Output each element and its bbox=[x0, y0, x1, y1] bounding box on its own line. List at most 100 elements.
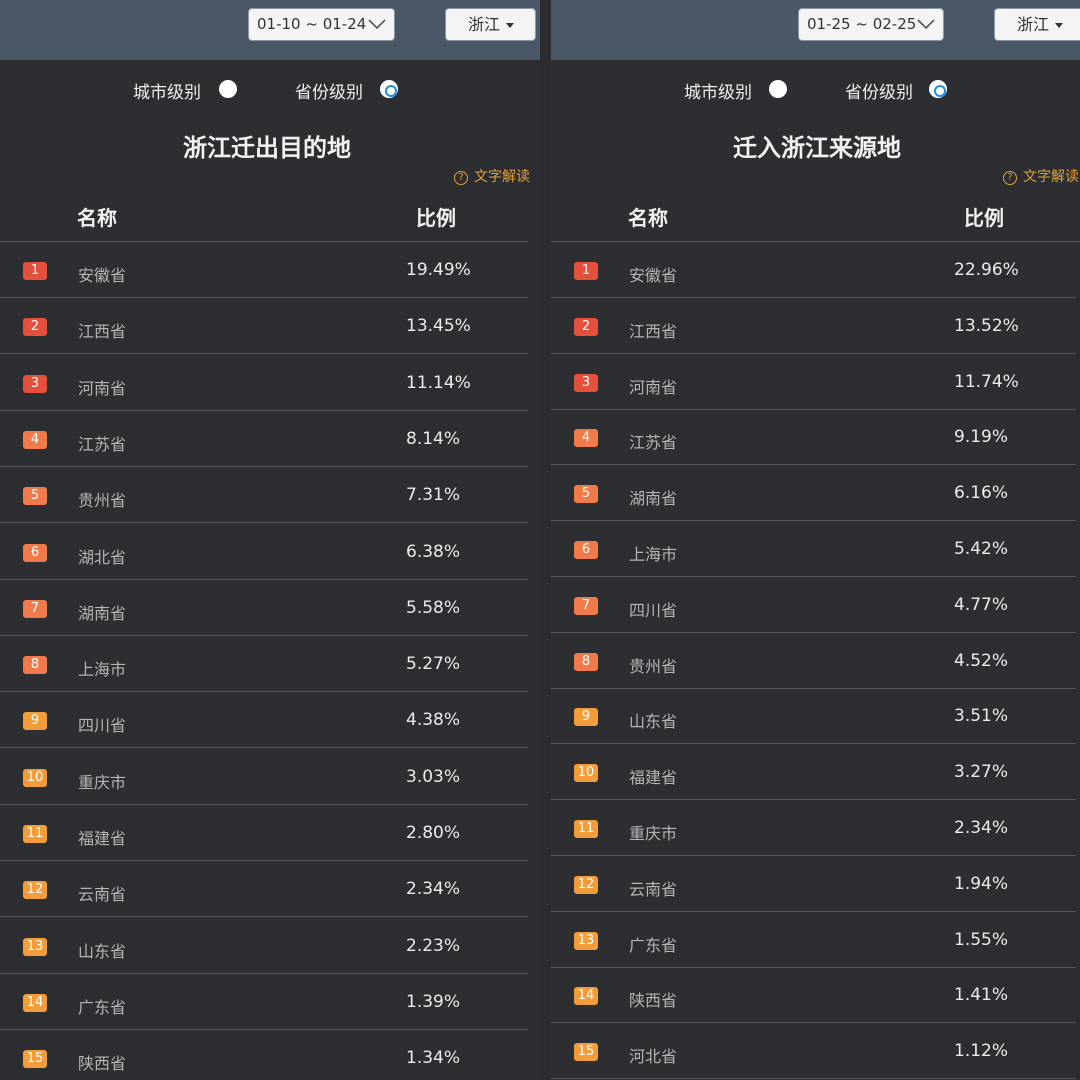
radio-province-label: 省份级别 bbox=[845, 83, 913, 103]
rank-badge: 4 bbox=[23, 430, 47, 449]
table-row[interactable]: 15 陕西省 1.34% bbox=[0, 1030, 528, 1080]
table-row[interactable]: 2 江西省 13.52% bbox=[551, 298, 1076, 354]
region-name: 陕西省 bbox=[78, 1054, 127, 1074]
column-header-ratio: 比例 bbox=[964, 206, 1004, 230]
region-name: 云南省 bbox=[78, 885, 127, 905]
rank-badge: 2 bbox=[574, 317, 598, 336]
table-row[interactable]: 5 湖南省 6.16% bbox=[551, 465, 1076, 522]
region-name: 上海市 bbox=[629, 545, 678, 564]
row-divider bbox=[0, 691, 528, 693]
rank-badge: 3 bbox=[23, 374, 47, 393]
province-dropdown[interactable]: 浙江 bbox=[994, 8, 1080, 41]
rank-badge: 5 bbox=[574, 485, 598, 504]
region-name: 广东省 bbox=[629, 935, 678, 955]
province-dropdown[interactable]: 浙江 bbox=[445, 8, 536, 41]
ratio-value: 4.52% bbox=[954, 650, 1009, 671]
ratio-value: 7.31% bbox=[406, 485, 461, 506]
rank-badge: 6 bbox=[23, 543, 47, 562]
row-divider bbox=[551, 520, 1076, 522]
ratio-value: 4.77% bbox=[954, 594, 1009, 615]
rank-badge: 11 bbox=[574, 820, 598, 838]
table-row[interactable]: 3 河南省 11.74% bbox=[551, 354, 1076, 410]
rank-badge: 11 bbox=[23, 825, 47, 843]
radio-city-level[interactable] bbox=[769, 80, 787, 98]
table-row[interactable]: 12 云南省 1.94% bbox=[551, 856, 1076, 912]
rank-badge: 2 bbox=[23, 318, 47, 337]
table-row[interactable]: 7 湖南省 5.58% bbox=[0, 580, 528, 636]
table-row[interactable]: 10 重庆市 3.03% bbox=[0, 749, 528, 805]
table-row[interactable]: 13 广东省 1.55% bbox=[551, 912, 1076, 968]
table-row[interactable]: 5 贵州省 7.31% bbox=[0, 467, 528, 524]
row-divider bbox=[0, 916, 528, 918]
text-explain-label: 文字解读 bbox=[474, 169, 530, 185]
table-row[interactable]: 4 江苏省 9.19% bbox=[551, 409, 1076, 466]
rank-badge: 5 bbox=[23, 487, 47, 506]
rank-badge: 8 bbox=[574, 652, 598, 671]
rank-badge: 7 bbox=[574, 596, 598, 615]
ratio-value: 2.34% bbox=[406, 879, 461, 900]
table-row[interactable]: 8 上海市 5.27% bbox=[0, 636, 528, 693]
page-title: 浙江迁出目的地 bbox=[183, 134, 351, 162]
date-range-select[interactable]: 01-25 ~ 02-25 bbox=[798, 8, 944, 41]
radio-province-level[interactable] bbox=[380, 80, 398, 98]
table-row[interactable]: 14 陕西省 1.41% bbox=[551, 967, 1076, 1024]
ratio-value: 11.14% bbox=[406, 372, 471, 393]
row-divider bbox=[0, 860, 528, 861]
region-name: 河南省 bbox=[629, 377, 678, 397]
row-divider bbox=[551, 743, 1076, 745]
row-divider bbox=[0, 747, 528, 749]
ratio-value: 2.34% bbox=[954, 818, 1009, 838]
ratio-value: 19.49% bbox=[406, 260, 471, 280]
ratio-value: 13.52% bbox=[954, 315, 1019, 336]
table-row[interactable]: 4 江苏省 8.14% bbox=[0, 411, 528, 467]
table-row[interactable]: 8 贵州省 4.52% bbox=[551, 633, 1076, 689]
table-row[interactable]: 12 云南省 2.34% bbox=[0, 861, 528, 918]
rank-badge: 10 bbox=[23, 768, 47, 787]
table-row[interactable]: 6 上海市 5.42% bbox=[551, 521, 1076, 577]
ratio-value: 6.38% bbox=[406, 541, 461, 562]
ratio-value: 2.80% bbox=[406, 823, 461, 843]
row-divider bbox=[0, 409, 528, 411]
table-row[interactable]: 9 四川省 4.38% bbox=[0, 692, 528, 749]
region-name: 江西省 bbox=[78, 322, 127, 342]
table-row[interactable]: 6 湖北省 6.38% bbox=[0, 524, 528, 580]
date-range-select[interactable]: 01-10 ~ 01-24 bbox=[248, 8, 395, 41]
table-row[interactable]: 13 山东省 2.23% bbox=[0, 918, 528, 974]
table-row[interactable]: 2 江西省 13.45% bbox=[0, 298, 528, 355]
region-name: 河北省 bbox=[629, 1047, 678, 1067]
table-row[interactable]: 15 河北省 1.12% bbox=[551, 1023, 1076, 1080]
table-row[interactable]: 3 河南省 11.14% bbox=[0, 355, 528, 411]
top-filter-bar: 01-25 ~ 02-25 浙江 bbox=[551, 0, 1080, 60]
row-divider bbox=[551, 352, 1076, 354]
region-name: 江西省 bbox=[629, 321, 678, 341]
radio-city-level[interactable] bbox=[219, 80, 237, 98]
table-row[interactable]: 1 安徽省 19.49% bbox=[0, 242, 528, 298]
table-row[interactable]: 1 安徽省 22.96% bbox=[551, 242, 1076, 298]
table-row[interactable]: 11 福建省 2.80% bbox=[0, 805, 528, 861]
rank-badge: 1 bbox=[23, 262, 47, 280]
text-explain-link[interactable]: ? 文字解读 bbox=[1003, 166, 1079, 186]
table-row[interactable]: 10 福建省 3.27% bbox=[551, 744, 1076, 801]
level-radio-group: 城市级别 省份级别 bbox=[551, 78, 1080, 103]
text-explain-link[interactable]: ? 文字解读 bbox=[454, 166, 530, 186]
ratio-value: 3.03% bbox=[406, 766, 461, 787]
ratio-value: 1.41% bbox=[954, 985, 1009, 1006]
radio-province-level[interactable] bbox=[929, 80, 947, 98]
region-name: 山东省 bbox=[629, 712, 678, 732]
province-dropdown-label: 浙江 bbox=[1017, 15, 1050, 34]
table-row[interactable]: 9 山东省 3.51% bbox=[551, 688, 1076, 745]
table-row[interactable]: 11 重庆市 2.34% bbox=[551, 800, 1076, 856]
region-name: 湖北省 bbox=[78, 547, 127, 567]
rank-badge: 9 bbox=[574, 708, 598, 727]
row-divider bbox=[551, 408, 1076, 410]
row-divider bbox=[0, 803, 528, 805]
row-divider bbox=[551, 631, 1076, 633]
table-row[interactable]: 7 四川省 4.77% bbox=[551, 577, 1076, 633]
table-row[interactable]: 14 广东省 1.39% bbox=[0, 974, 528, 1030]
right-panel: 01-25 ~ 02-25 浙江 城市级别 省份级别 迁入浙江来源地 ? 文字解读… bbox=[551, 0, 1080, 1080]
ratio-value: 11.74% bbox=[954, 371, 1019, 392]
region-name: 福建省 bbox=[629, 768, 678, 788]
row-divider bbox=[0, 297, 528, 298]
region-name: 江苏省 bbox=[78, 434, 127, 454]
rank-badge: 9 bbox=[23, 712, 47, 731]
